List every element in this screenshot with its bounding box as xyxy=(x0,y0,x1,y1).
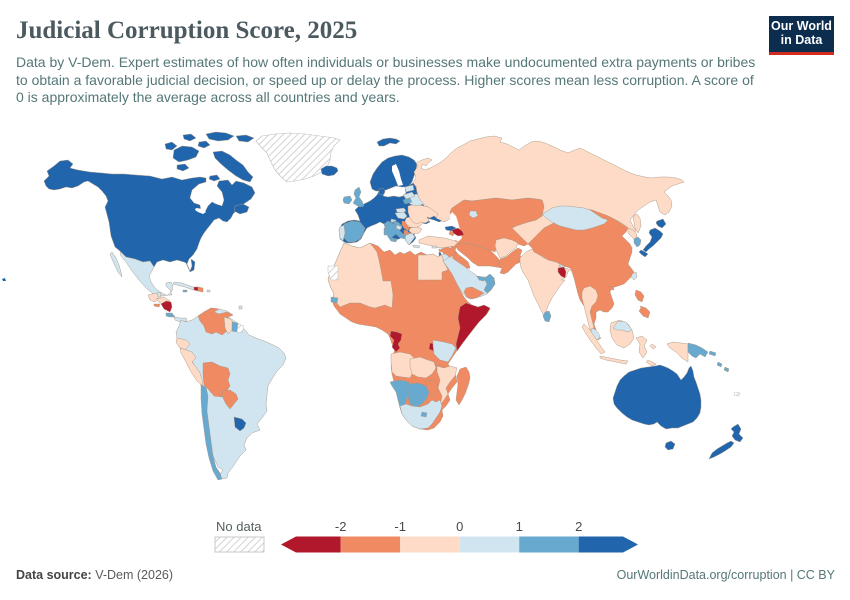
svg-text:0: 0 xyxy=(456,519,463,534)
svg-text:1: 1 xyxy=(516,519,523,534)
svg-text:-1: -1 xyxy=(394,519,406,534)
svg-text:2: 2 xyxy=(575,519,582,534)
svg-text:-2: -2 xyxy=(335,519,347,534)
